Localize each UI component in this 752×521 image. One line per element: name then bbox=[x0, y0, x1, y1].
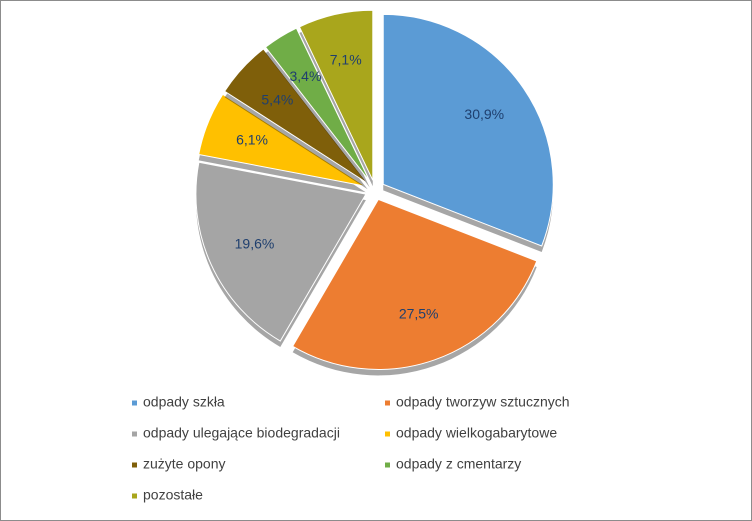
data-label: 5,4% bbox=[261, 91, 293, 107]
legend-label: zużyte opony bbox=[143, 456, 226, 472]
pie-slice bbox=[382, 13, 554, 247]
legend-swatch bbox=[132, 462, 137, 468]
legend-label: odpady wielkogabarytowe bbox=[396, 425, 557, 441]
pie-slice bbox=[223, 48, 369, 184]
legend-swatch bbox=[132, 400, 137, 406]
pie-slice bbox=[298, 9, 374, 181]
legend-label: odpady tworzyw sztucznych bbox=[396, 394, 570, 410]
data-label: 6,1% bbox=[236, 132, 268, 148]
legend-swatch bbox=[385, 400, 390, 406]
pie-slice bbox=[291, 198, 538, 370]
pie-slice bbox=[195, 161, 367, 342]
legend-label: pozostałe bbox=[143, 487, 203, 503]
data-label: 27,5% bbox=[399, 306, 439, 322]
legend-label: odpady z cmentarzy bbox=[396, 456, 521, 472]
legend-swatch bbox=[132, 493, 137, 499]
legend-label: odpady szkła bbox=[143, 394, 225, 410]
data-label: 19,6% bbox=[235, 236, 275, 252]
data-label: 3,4% bbox=[290, 68, 322, 84]
legend-swatch bbox=[385, 431, 390, 437]
data-label: 7,1% bbox=[330, 52, 362, 68]
legend-label: odpady ulegające biodegradacji bbox=[143, 425, 340, 441]
legend-swatch bbox=[132, 431, 137, 437]
pie-slice bbox=[264, 27, 371, 182]
data-label: 30,9% bbox=[464, 106, 504, 122]
pie-slice bbox=[198, 93, 366, 187]
legend-swatch bbox=[385, 462, 390, 468]
